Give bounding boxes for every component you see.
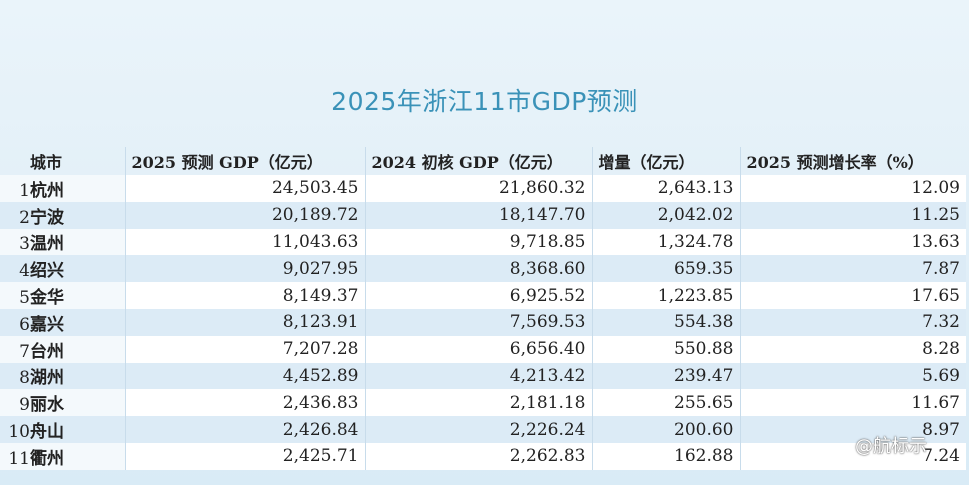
gdp2025-cell: 11,043.63 xyxy=(124,228,365,256)
gdp2025-cell: 8,123.91 xyxy=(124,308,365,336)
rank: 4 xyxy=(19,261,30,282)
gdp2024-cell: 9,718.85 xyxy=(364,228,592,256)
increase-cell: 162.88 xyxy=(591,442,740,470)
growth-cell: 12.09 xyxy=(739,175,966,202)
gdp-table: 城市 2025 预测 GDP（亿元） 2024 初核 GDP（亿元） 增量（亿元… xyxy=(0,147,966,470)
table-row: 11衢州 2,425.71 2,262.83 162.88 7.24 xyxy=(0,442,966,470)
growth-cell: 11.67 xyxy=(739,389,966,417)
gdp2025-cell: 8,149.37 xyxy=(124,282,365,309)
table-row: 8湖州 4,452.89 4,213.42 239.47 5.69 xyxy=(0,362,966,390)
city-cell: 7台州 xyxy=(0,335,125,363)
city-name: 丽水 xyxy=(30,395,64,416)
gdp2024-cell: 21,860.32 xyxy=(364,175,592,202)
city-cell: 6嘉兴 xyxy=(0,308,125,336)
increase-cell: 1,223.85 xyxy=(591,282,740,309)
increase-cell: 554.38 xyxy=(591,308,740,336)
city-cell: 2宁波 xyxy=(0,201,125,229)
gdp2025-cell: 20,189.72 xyxy=(124,201,365,229)
city-cell: 10舟山 xyxy=(0,416,125,443)
rank: 11 xyxy=(8,448,30,469)
growth-cell: 5.69 xyxy=(739,362,966,390)
city-cell: 5金华 xyxy=(0,282,125,309)
gdp2025-cell: 24,503.45 xyxy=(124,175,365,202)
rank: 5 xyxy=(19,288,30,309)
rank: 2 xyxy=(19,207,30,228)
city-cell: 3温州 xyxy=(0,228,125,256)
gdp2024-cell: 4,213.42 xyxy=(364,362,592,390)
growth-cell: 8.28 xyxy=(739,335,966,363)
gdp2025-cell: 2,425.71 xyxy=(124,442,365,470)
city-cell: 1杭州 xyxy=(0,175,125,202)
growth-cell: 17.65 xyxy=(739,282,966,309)
gdp2024-cell: 2,181.18 xyxy=(364,389,592,417)
increase-cell: 2,042.02 xyxy=(591,201,740,229)
rank: 7 xyxy=(19,341,30,362)
rank: 6 xyxy=(19,314,30,335)
growth-cell: 11.25 xyxy=(739,201,966,229)
table-row: 2宁波 20,189.72 18,147.70 2,042.02 11.25 xyxy=(0,201,966,229)
growth-cell: 8.97 xyxy=(739,416,966,443)
gdp2025-cell: 4,452.89 xyxy=(124,362,365,390)
city-cell: 9丽水 xyxy=(0,389,125,417)
header-growth: 2025 预测增长率（%） xyxy=(739,147,966,175)
header-gdp-2025: 2025 预测 GDP（亿元） xyxy=(124,147,365,175)
table-row: 10舟山 2,426.84 2,226.24 200.60 8.97 xyxy=(0,416,966,443)
increase-cell: 550.88 xyxy=(591,335,740,363)
header-city: 城市 xyxy=(30,153,63,172)
rank: 9 xyxy=(19,395,30,416)
table-row: 4绍兴 9,027.95 8,368.60 659.35 7.87 xyxy=(0,255,966,283)
table-row: 9丽水 2,436.83 2,181.18 255.65 11.67 xyxy=(0,389,966,417)
increase-cell: 1,324.78 xyxy=(591,228,740,256)
city-name: 湖州 xyxy=(30,368,64,389)
gdp2024-cell: 8,368.60 xyxy=(364,255,592,283)
growth-cell: 13.63 xyxy=(739,228,966,256)
city-name: 嘉兴 xyxy=(30,314,64,335)
increase-cell: 200.60 xyxy=(591,416,740,443)
increase-cell: 239.47 xyxy=(591,362,740,390)
city-cell: 11衢州 xyxy=(0,442,125,470)
table-row: 7台州 7,207.28 6,656.40 550.88 8.28 xyxy=(0,335,966,363)
table-row: 6嘉兴 8,123.91 7,569.53 554.38 7.32 xyxy=(0,308,966,336)
city-name: 杭州 xyxy=(30,180,64,201)
rank: 10 xyxy=(8,422,30,443)
gdp2025-cell: 9,027.95 xyxy=(124,255,365,283)
gdp2024-cell: 6,925.52 xyxy=(364,282,592,309)
rank: 3 xyxy=(19,234,30,255)
table-row: 5金华 8,149.37 6,925.52 1,223.85 17.65 xyxy=(0,282,966,309)
increase-cell: 2,643.13 xyxy=(591,175,740,202)
growth-cell: 7.32 xyxy=(739,308,966,336)
growth-cell: 7.24 xyxy=(739,442,966,470)
gdp2024-cell: 18,147.70 xyxy=(364,201,592,229)
increase-cell: 659.35 xyxy=(591,255,740,283)
city-name: 绍兴 xyxy=(30,261,64,282)
city-name: 舟山 xyxy=(30,422,64,443)
city-name: 温州 xyxy=(30,234,64,255)
city-name: 金华 xyxy=(30,288,64,309)
gdp2024-cell: 2,226.24 xyxy=(364,416,592,443)
header-gdp-2024: 2024 初核 GDP（亿元） xyxy=(364,147,592,175)
gdp2025-cell: 7,207.28 xyxy=(124,335,365,363)
gdp2025-cell: 2,426.84 xyxy=(124,416,365,443)
gdp2024-cell: 2,262.83 xyxy=(364,442,592,470)
watermark: @航标示 xyxy=(855,436,927,457)
gdp2024-cell: 7,569.53 xyxy=(364,308,592,336)
table-row: 1杭州 24,503.45 21,860.32 2,643.13 12.09 xyxy=(0,175,966,202)
table-row: 3温州 11,043.63 9,718.85 1,324.78 13.63 xyxy=(0,228,966,256)
rank: 8 xyxy=(19,368,30,389)
growth-cell: 7.87 xyxy=(739,255,966,283)
gdp2024-cell: 6,656.40 xyxy=(364,335,592,363)
header-increase: 增量（亿元） xyxy=(591,147,740,175)
table-header-row: 城市 2025 预测 GDP（亿元） 2024 初核 GDP（亿元） 增量（亿元… xyxy=(0,147,966,175)
city-name: 台州 xyxy=(30,341,64,362)
city-cell: 8湖州 xyxy=(0,362,125,390)
rank: 1 xyxy=(19,180,30,201)
increase-cell: 255.65 xyxy=(591,389,740,417)
gdp2025-cell: 2,436.83 xyxy=(124,389,365,417)
city-name: 衢州 xyxy=(30,448,64,469)
page-title: 2025年浙江11市GDP预测 xyxy=(331,87,638,116)
city-cell: 4绍兴 xyxy=(0,255,125,283)
city-name: 宁波 xyxy=(30,207,64,228)
